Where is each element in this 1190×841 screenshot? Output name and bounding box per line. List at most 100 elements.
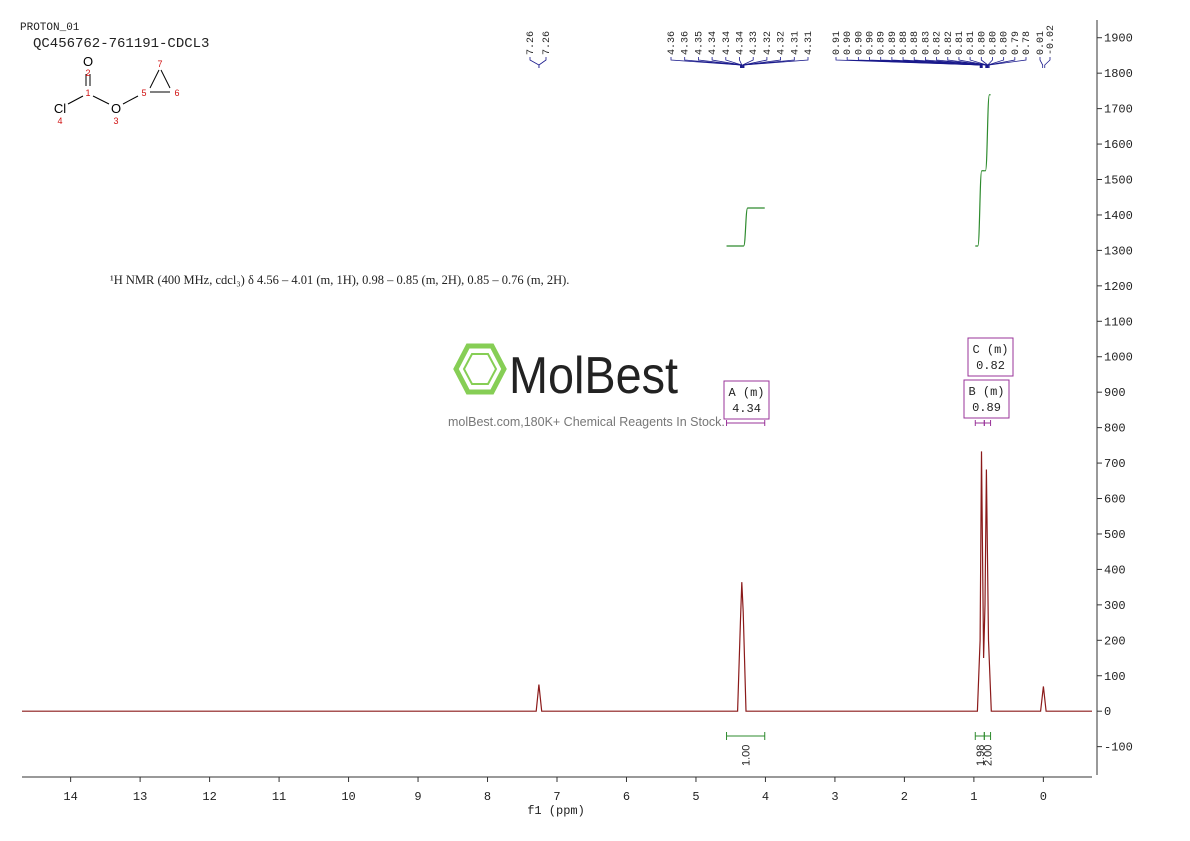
multiplet-label: B (m) <box>968 385 1004 399</box>
y-tick-label: 600 <box>1104 493 1126 507</box>
integral-curve <box>975 170 985 247</box>
peak-connector <box>743 57 809 68</box>
atom-number: 4 <box>57 116 62 126</box>
peak-label: 4.36 <box>681 31 692 55</box>
peak-label: 0.90 <box>843 31 854 55</box>
experiment-name: PROTON_01 <box>20 22 80 34</box>
x-axis-label: f1 (ppm) <box>527 804 585 818</box>
peak-label: 7.26 <box>542 31 553 55</box>
watermark-tagline: molBest.com,180K+ Chemical Reagents In S… <box>448 415 725 429</box>
peak-connector <box>670 57 741 68</box>
peak-connector <box>1039 57 1044 68</box>
y-tick-label: 100 <box>1104 670 1126 684</box>
spectrum <box>22 451 1092 712</box>
atom-number: 7 <box>157 59 162 69</box>
peak-label: 0.83 <box>921 31 932 55</box>
y-tick-label: 1500 <box>1104 174 1133 188</box>
atom-number: 5 <box>141 88 146 98</box>
multiplet-label: A (m) <box>728 386 764 400</box>
peak-label: 4.31 <box>790 31 801 55</box>
x-tick-label: 12 <box>202 790 216 804</box>
y-tick-label: 1200 <box>1104 280 1133 294</box>
peak-label: -0.02 <box>1046 25 1057 55</box>
peak-label: 0.90 <box>854 31 865 55</box>
x-tick-label: 0 <box>1040 790 1047 804</box>
multiplet-shift: 0.89 <box>972 401 1001 415</box>
peak-label: 4.34 <box>736 31 747 55</box>
multiplet-shift: 0.82 <box>976 359 1005 373</box>
peak-label: 0.91 <box>832 31 843 55</box>
atom-number: 6 <box>174 88 179 98</box>
peak-label: 0.88 <box>910 31 921 55</box>
peak-label: 0.80 <box>988 31 999 55</box>
y-tick-label: 800 <box>1104 422 1126 436</box>
peak-connector <box>698 57 742 68</box>
peak-connector <box>684 57 741 68</box>
x-tick-label: 10 <box>341 790 355 804</box>
x-tick-label: 4 <box>762 790 769 804</box>
integral-label: 2.00 <box>982 745 994 766</box>
y-tick-label: 200 <box>1104 634 1126 648</box>
multiplet-shift: 4.34 <box>732 402 761 416</box>
peak-label: 0.89 <box>877 31 888 55</box>
y-tick-label: 1800 <box>1104 67 1133 81</box>
peak-connector <box>925 57 987 68</box>
bond <box>92 95 110 105</box>
peak-connector <box>529 57 540 68</box>
peak-label: 0.88 <box>899 31 910 55</box>
multiplet-label: C (m) <box>972 343 1008 357</box>
peak-connector <box>988 57 1027 68</box>
integral-label: 1.00 <box>741 745 753 766</box>
peak-label: 0.81 <box>955 31 966 55</box>
peak-connector <box>947 57 987 68</box>
peak-label: 0.80 <box>1000 31 1011 55</box>
x-tick-label: 3 <box>831 790 838 804</box>
peak-label: 0.90 <box>866 31 877 55</box>
logo-ring <box>462 353 498 385</box>
structure <box>67 69 171 105</box>
peak-connector <box>913 57 983 68</box>
x-tick-label: 6 <box>623 790 630 804</box>
peak-connector <box>988 57 1016 68</box>
peak-label: 4.32 <box>763 31 774 55</box>
peak-label: 4.32 <box>777 31 788 55</box>
y-tick-label: 500 <box>1104 528 1126 542</box>
y-tick-label: 1900 <box>1104 32 1133 46</box>
peak-connector <box>739 57 743 68</box>
integral-curve <box>984 94 991 172</box>
peak-label: 4.33 <box>749 31 760 55</box>
peak-label: 0.80 <box>977 31 988 55</box>
peak-connector <box>987 57 1005 68</box>
x-tick-label: 14 <box>63 790 77 804</box>
bond <box>122 95 139 105</box>
logo-hexagon <box>453 343 507 395</box>
bond <box>149 69 160 89</box>
integral-label: 1.98 <box>975 745 987 766</box>
x-tick-label: 8 <box>484 790 491 804</box>
peak-connector <box>969 57 988 68</box>
peak-label: 4.35 <box>694 31 705 55</box>
x-tick-label: 1 <box>970 790 977 804</box>
peak-connector <box>742 57 754 68</box>
y-tick-label: 400 <box>1104 563 1126 577</box>
bond <box>67 95 84 105</box>
peak-connector <box>1044 57 1051 68</box>
peak-label: 0.79 <box>1011 31 1022 55</box>
y-tick-label: 300 <box>1104 599 1126 613</box>
atom-number: 3 <box>113 116 118 126</box>
bond <box>160 69 171 89</box>
y-tick-label: 1000 <box>1104 351 1133 365</box>
y-tick-label: 700 <box>1104 457 1126 471</box>
y-tick-label: 0 <box>1104 705 1111 719</box>
atom: Cl <box>54 101 66 116</box>
x-tick-label: 13 <box>133 790 147 804</box>
y-tick-label: 1600 <box>1104 138 1133 152</box>
peak-connector <box>743 57 795 68</box>
y-tick-label: 1400 <box>1104 209 1133 223</box>
atom-number: 2 <box>85 68 90 78</box>
y-tick-label: 1700 <box>1104 103 1133 117</box>
watermark-logo <box>453 343 507 395</box>
watermark-brand: MolBest <box>509 347 678 405</box>
peak-label: 4.34 <box>722 31 733 55</box>
